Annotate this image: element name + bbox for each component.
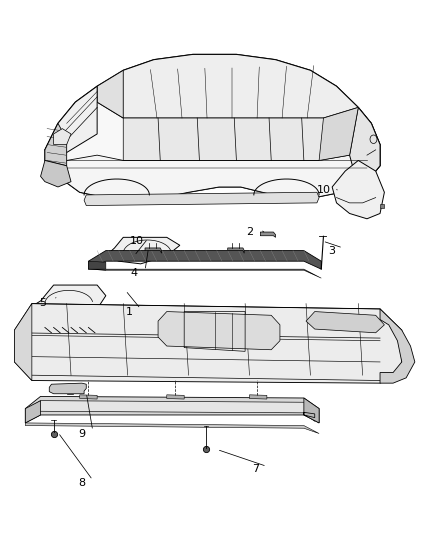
Polygon shape (45, 123, 67, 166)
Polygon shape (41, 160, 71, 187)
Text: 9: 9 (78, 429, 85, 439)
Polygon shape (97, 54, 358, 118)
Polygon shape (123, 118, 358, 160)
Text: 7: 7 (252, 464, 260, 474)
Text: 8: 8 (78, 478, 85, 488)
Polygon shape (304, 398, 319, 423)
Polygon shape (45, 86, 97, 166)
Text: 4: 4 (131, 269, 138, 278)
Polygon shape (380, 309, 415, 383)
Text: 5: 5 (39, 297, 46, 308)
Polygon shape (84, 192, 319, 206)
Polygon shape (88, 261, 106, 270)
Polygon shape (306, 312, 385, 333)
Polygon shape (32, 285, 106, 317)
Text: 3: 3 (328, 246, 336, 256)
Polygon shape (25, 423, 319, 433)
Polygon shape (167, 395, 184, 399)
Polygon shape (332, 160, 385, 219)
Polygon shape (260, 232, 276, 237)
Polygon shape (25, 397, 319, 423)
Polygon shape (53, 128, 71, 144)
Text: 1: 1 (126, 306, 133, 317)
Polygon shape (145, 248, 162, 253)
Polygon shape (14, 304, 402, 383)
Polygon shape (97, 70, 123, 118)
Polygon shape (58, 108, 380, 198)
Polygon shape (350, 108, 380, 187)
Polygon shape (45, 54, 380, 198)
Polygon shape (25, 401, 41, 423)
Polygon shape (319, 108, 358, 160)
Polygon shape (106, 237, 180, 264)
Polygon shape (80, 395, 97, 399)
Polygon shape (88, 251, 321, 269)
Polygon shape (158, 312, 280, 350)
Polygon shape (88, 269, 321, 278)
Text: 10: 10 (130, 236, 144, 246)
Polygon shape (30, 401, 315, 421)
Text: 10: 10 (317, 184, 331, 195)
Polygon shape (49, 383, 86, 394)
Text: 2: 2 (246, 227, 253, 237)
Polygon shape (250, 395, 267, 399)
Polygon shape (14, 304, 32, 381)
Polygon shape (228, 248, 244, 253)
